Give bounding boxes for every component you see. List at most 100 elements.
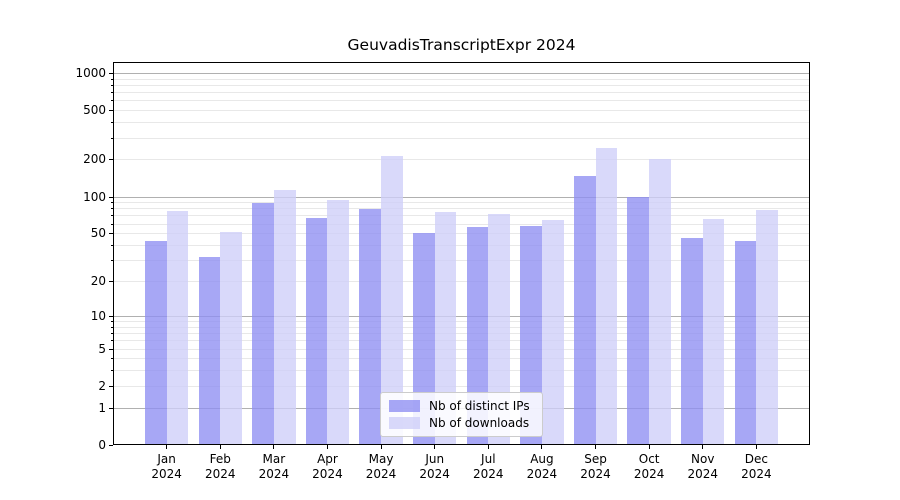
gridline-minor — [113, 281, 810, 283]
y-minor-tick — [111, 370, 113, 371]
gridline-minor — [113, 245, 810, 247]
y-tick-label: 2 — [98, 378, 106, 393]
x-tick — [648, 445, 650, 449]
legend-item-downloads: Nb of downloads — [389, 415, 534, 432]
bar-ips-jul-2024 — [466, 227, 489, 445]
x-tick — [487, 445, 489, 449]
bar-downloads-may-2024 — [381, 156, 403, 445]
y-tick — [109, 73, 113, 74]
legend-label-downloads: Nb of downloads — [429, 416, 530, 431]
y-tick-label: 100 — [83, 189, 106, 204]
bar-ips-may-2024 — [359, 209, 382, 445]
gridline-minor — [113, 358, 810, 360]
y-minor-tick — [111, 358, 113, 359]
x-tick-label: Feb 2024 — [204, 452, 236, 481]
gridline-minor — [113, 110, 810, 112]
bar-ips-dec-2024 — [734, 241, 757, 445]
x-tick — [219, 445, 221, 449]
x-tick — [755, 445, 757, 449]
y-minor-tick — [111, 202, 113, 203]
gridline-minor — [113, 370, 810, 372]
gridline-minor — [113, 122, 810, 124]
x-tick — [380, 445, 382, 449]
legend-swatch-distinct-ips — [389, 399, 420, 412]
x-tick — [434, 445, 436, 449]
x-tick-label: Oct 2024 — [633, 452, 665, 481]
bar-downloads-jan-2024 — [166, 211, 189, 445]
bar-downloads-dec-2024 — [756, 209, 779, 445]
y-minor-tick — [111, 92, 113, 93]
y-minor-tick — [111, 215, 113, 216]
gridline-minor — [113, 85, 810, 86]
x-tick-label: Mar 2024 — [258, 452, 290, 481]
y-minor-tick — [111, 79, 113, 80]
x-tick — [541, 445, 543, 449]
gridline-major — [113, 196, 810, 198]
legend-swatch-downloads — [389, 417, 420, 430]
gridline-minor — [113, 159, 810, 161]
gridline-minor — [113, 215, 810, 217]
x-tick-label: Aug 2024 — [526, 452, 558, 481]
x-tick — [702, 445, 704, 449]
y-minor-tick — [111, 122, 113, 123]
gridline-minor — [113, 78, 810, 80]
x-tick — [326, 445, 328, 449]
y-minor-tick — [111, 100, 113, 101]
y-tick — [109, 233, 113, 234]
y-minor-tick — [111, 333, 113, 334]
gridline-minor — [113, 260, 810, 262]
y-minor-tick — [111, 340, 113, 341]
gridline-minor — [113, 202, 810, 204]
gridline-minor — [113, 333, 810, 335]
x-tick-label: Jun 2024 — [419, 452, 450, 481]
y-tick — [109, 110, 113, 111]
x-tick-label: Nov 2024 — [687, 452, 719, 481]
bar-downloads-jul-2024 — [488, 213, 510, 445]
bar-ips-sep-2024 — [573, 175, 596, 445]
bar-downloads-sep-2024 — [595, 147, 618, 445]
y-tick-label: 20 — [90, 274, 106, 289]
y-tick-label: 50 — [90, 226, 106, 241]
y-tick-label: 5 — [98, 341, 106, 356]
y-minor-tick — [111, 138, 113, 139]
bar-downloads-apr-2024 — [327, 200, 350, 445]
y-minor-tick — [111, 260, 113, 261]
y-tick — [109, 197, 113, 198]
x-tick-label: Jan 2024 — [151, 452, 182, 481]
legend: Nb of distinct IPs Nb of downloads — [380, 392, 543, 437]
bar-ips-feb-2024 — [198, 256, 221, 445]
gridline-minor — [113, 100, 810, 102]
y-minor-tick — [111, 208, 113, 209]
gridline-minor — [113, 326, 810, 328]
y-minor-tick — [111, 85, 113, 86]
chart-title: GeuvadisTranscriptExpr 2024 — [347, 36, 576, 54]
y-minor-tick — [111, 321, 113, 322]
y-tick — [109, 445, 113, 446]
bar-downloads-oct-2024 — [649, 159, 671, 445]
gridline-minor — [113, 208, 810, 210]
x-tick — [595, 445, 597, 449]
legend-label-distinct-ips: Nb of distinct IPs — [429, 398, 530, 413]
gridline-minor — [113, 92, 810, 94]
y-tick-label: 1000 — [75, 66, 106, 80]
y-minor-tick — [111, 245, 113, 246]
bar-downloads-aug-2024 — [541, 220, 564, 445]
gridline-minor — [113, 340, 810, 342]
x-tick-label: Jul 2024 — [473, 452, 504, 481]
bar-downloads-feb-2024 — [220, 232, 242, 445]
y-tick-label: 1 — [98, 400, 106, 415]
y-minor-tick — [111, 224, 113, 225]
gridline-major — [113, 73, 810, 74]
y-tick — [109, 281, 113, 282]
gridline-minor — [113, 385, 810, 387]
y-tick — [109, 408, 113, 409]
x-tick-label: Sep 2024 — [580, 452, 611, 481]
gridline-minor — [113, 223, 810, 225]
y-tick-label: 500 — [83, 103, 106, 118]
plot-area: Nb of distinct IPs Nb of downloads — [113, 62, 810, 445]
y-tick — [109, 386, 113, 387]
gridline-minor — [113, 348, 810, 350]
legend-item-distinct-ips: Nb of distinct IPs — [389, 397, 534, 414]
y-tick — [109, 349, 113, 350]
